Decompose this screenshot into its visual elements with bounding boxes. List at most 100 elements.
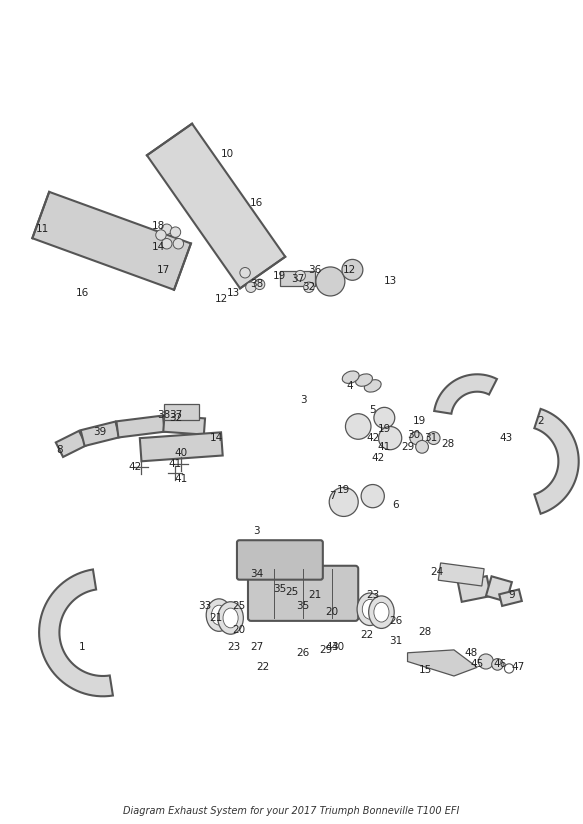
- Circle shape: [491, 658, 503, 670]
- Circle shape: [173, 238, 184, 249]
- Text: 34: 34: [250, 569, 264, 579]
- Polygon shape: [486, 576, 512, 602]
- Text: 11: 11: [36, 224, 48, 234]
- Circle shape: [416, 441, 429, 453]
- Text: 31: 31: [424, 433, 437, 443]
- Text: 20: 20: [233, 625, 246, 634]
- Circle shape: [361, 485, 384, 508]
- Ellipse shape: [223, 608, 238, 628]
- Text: 28: 28: [441, 439, 455, 449]
- Text: 23: 23: [227, 642, 240, 652]
- Text: 7: 7: [329, 491, 335, 501]
- Text: 10: 10: [221, 149, 234, 159]
- Polygon shape: [56, 431, 86, 457]
- Polygon shape: [408, 650, 477, 676]
- Text: 18: 18: [152, 222, 164, 232]
- Text: 24: 24: [430, 567, 443, 577]
- Text: 6: 6: [392, 500, 399, 510]
- Text: 40: 40: [175, 447, 188, 457]
- Text: 30: 30: [407, 430, 420, 440]
- Text: 25: 25: [233, 602, 246, 611]
- Text: 14: 14: [152, 241, 164, 251]
- Text: 29: 29: [319, 645, 333, 655]
- Ellipse shape: [218, 602, 243, 634]
- Text: 5: 5: [370, 405, 376, 415]
- Ellipse shape: [368, 596, 394, 629]
- Text: 3: 3: [300, 396, 307, 405]
- Ellipse shape: [364, 380, 381, 392]
- Text: 45: 45: [470, 659, 484, 669]
- Circle shape: [295, 270, 305, 281]
- Text: 17: 17: [157, 265, 170, 275]
- Text: 21: 21: [209, 613, 223, 623]
- Ellipse shape: [212, 605, 227, 625]
- Text: 48: 48: [465, 648, 478, 658]
- Text: 26: 26: [389, 616, 403, 626]
- Text: 38: 38: [250, 279, 264, 289]
- Text: 42: 42: [128, 462, 142, 472]
- Circle shape: [329, 488, 358, 517]
- Text: 30: 30: [331, 642, 345, 652]
- Text: 41: 41: [378, 442, 391, 452]
- Text: 37: 37: [291, 274, 304, 283]
- Polygon shape: [32, 192, 191, 290]
- Circle shape: [240, 268, 250, 278]
- Ellipse shape: [374, 602, 389, 622]
- Text: 33: 33: [198, 602, 211, 611]
- Circle shape: [316, 267, 345, 296]
- Text: 36: 36: [308, 265, 321, 275]
- Polygon shape: [80, 422, 120, 446]
- Text: 8: 8: [56, 445, 63, 455]
- Text: 41: 41: [169, 459, 182, 469]
- Text: 19: 19: [337, 485, 350, 495]
- Text: 32: 32: [302, 283, 315, 293]
- Text: 41: 41: [175, 474, 188, 484]
- Text: 35: 35: [273, 584, 286, 594]
- Ellipse shape: [362, 599, 377, 619]
- Text: 4: 4: [346, 381, 353, 391]
- Text: 27: 27: [250, 642, 264, 652]
- Text: 25: 25: [285, 587, 298, 597]
- Ellipse shape: [356, 374, 373, 386]
- Polygon shape: [438, 563, 484, 586]
- Text: 19: 19: [273, 270, 286, 281]
- Text: 43: 43: [500, 433, 513, 443]
- Circle shape: [161, 224, 172, 235]
- Polygon shape: [458, 576, 491, 602]
- Circle shape: [504, 664, 514, 673]
- Text: 3: 3: [254, 526, 260, 536]
- Text: 31: 31: [389, 636, 403, 646]
- Text: 12: 12: [215, 294, 229, 304]
- Ellipse shape: [357, 593, 382, 625]
- FancyBboxPatch shape: [237, 541, 323, 580]
- FancyBboxPatch shape: [248, 566, 358, 620]
- Circle shape: [245, 282, 256, 293]
- Text: 20: 20: [325, 607, 339, 617]
- Polygon shape: [117, 415, 165, 438]
- Text: 13: 13: [384, 276, 397, 287]
- Polygon shape: [280, 271, 315, 286]
- Text: 39: 39: [93, 428, 107, 438]
- Text: 15: 15: [419, 665, 431, 675]
- Text: 42: 42: [366, 433, 380, 443]
- Polygon shape: [434, 374, 497, 414]
- Polygon shape: [39, 569, 113, 696]
- Polygon shape: [535, 409, 579, 513]
- Text: 35: 35: [297, 602, 310, 611]
- Circle shape: [427, 432, 440, 444]
- Text: 37: 37: [169, 410, 182, 420]
- Text: 16: 16: [250, 198, 264, 208]
- Circle shape: [156, 230, 166, 241]
- Text: 16: 16: [76, 288, 89, 298]
- Circle shape: [478, 654, 493, 669]
- Polygon shape: [164, 404, 199, 420]
- Ellipse shape: [342, 371, 359, 383]
- Text: 14: 14: [209, 433, 223, 443]
- Polygon shape: [499, 589, 522, 606]
- Text: Diagram Exhaust System for your 2017 Triumph Bonneville T100 EFI: Diagram Exhaust System for your 2017 Tri…: [124, 806, 459, 816]
- Text: 22: 22: [256, 662, 269, 672]
- Text: 1: 1: [79, 642, 86, 652]
- Text: 29: 29: [401, 442, 414, 452]
- Text: 19: 19: [378, 424, 391, 434]
- Text: 28: 28: [419, 628, 431, 638]
